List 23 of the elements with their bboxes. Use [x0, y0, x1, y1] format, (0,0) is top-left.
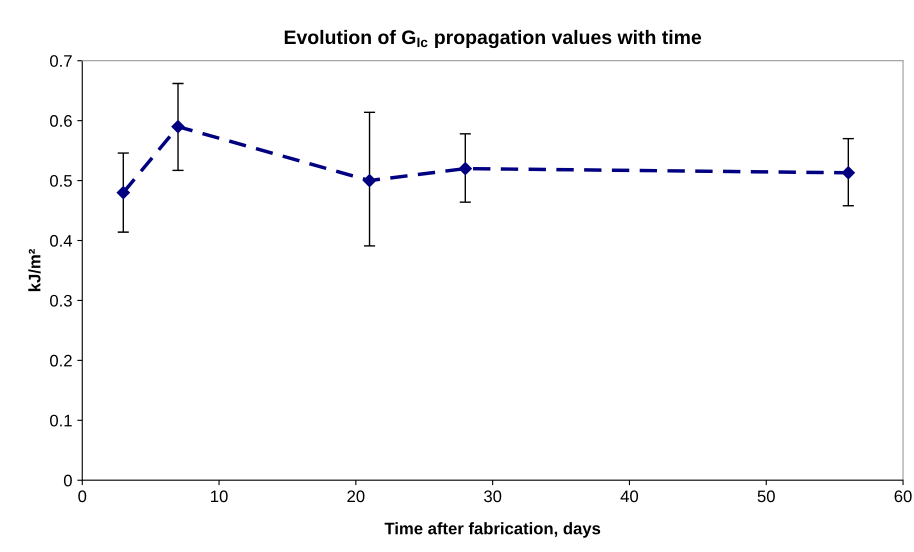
point [458, 162, 472, 176]
point [842, 166, 855, 180]
y-tick-label: 0.1 [50, 414, 72, 427]
point [362, 174, 376, 188]
y-tick-label: 0.5 [50, 174, 72, 187]
x-tick-label: 30 [484, 490, 502, 502]
y-tick-label: 0.7 [50, 55, 72, 67]
y-tick-label: 0 [64, 474, 72, 486]
y-tick-label: 0.3 [50, 294, 72, 307]
y-tick-label: 0.6 [50, 115, 72, 127]
point [171, 120, 185, 134]
chart-title: Evolution of G$_{Ic}$ propagation values with time [284, 30, 702, 48]
x-tick-label: 50 [758, 490, 775, 502]
y-axis-title: kJ/m² [28, 249, 41, 292]
x-tick-label: 20 [347, 490, 364, 502]
x-tick-label: 10 [211, 490, 228, 502]
x-tick-label: 60 [894, 490, 912, 502]
y-tick-label: 0.4 [50, 234, 72, 247]
x-tick-label: 40 [620, 490, 638, 502]
y-tick-label: 0.2 [50, 354, 72, 367]
x-tick-label: 0 [78, 490, 86, 502]
point [116, 186, 130, 200]
x-axis-title: Time after fabrication, days [384, 522, 600, 538]
